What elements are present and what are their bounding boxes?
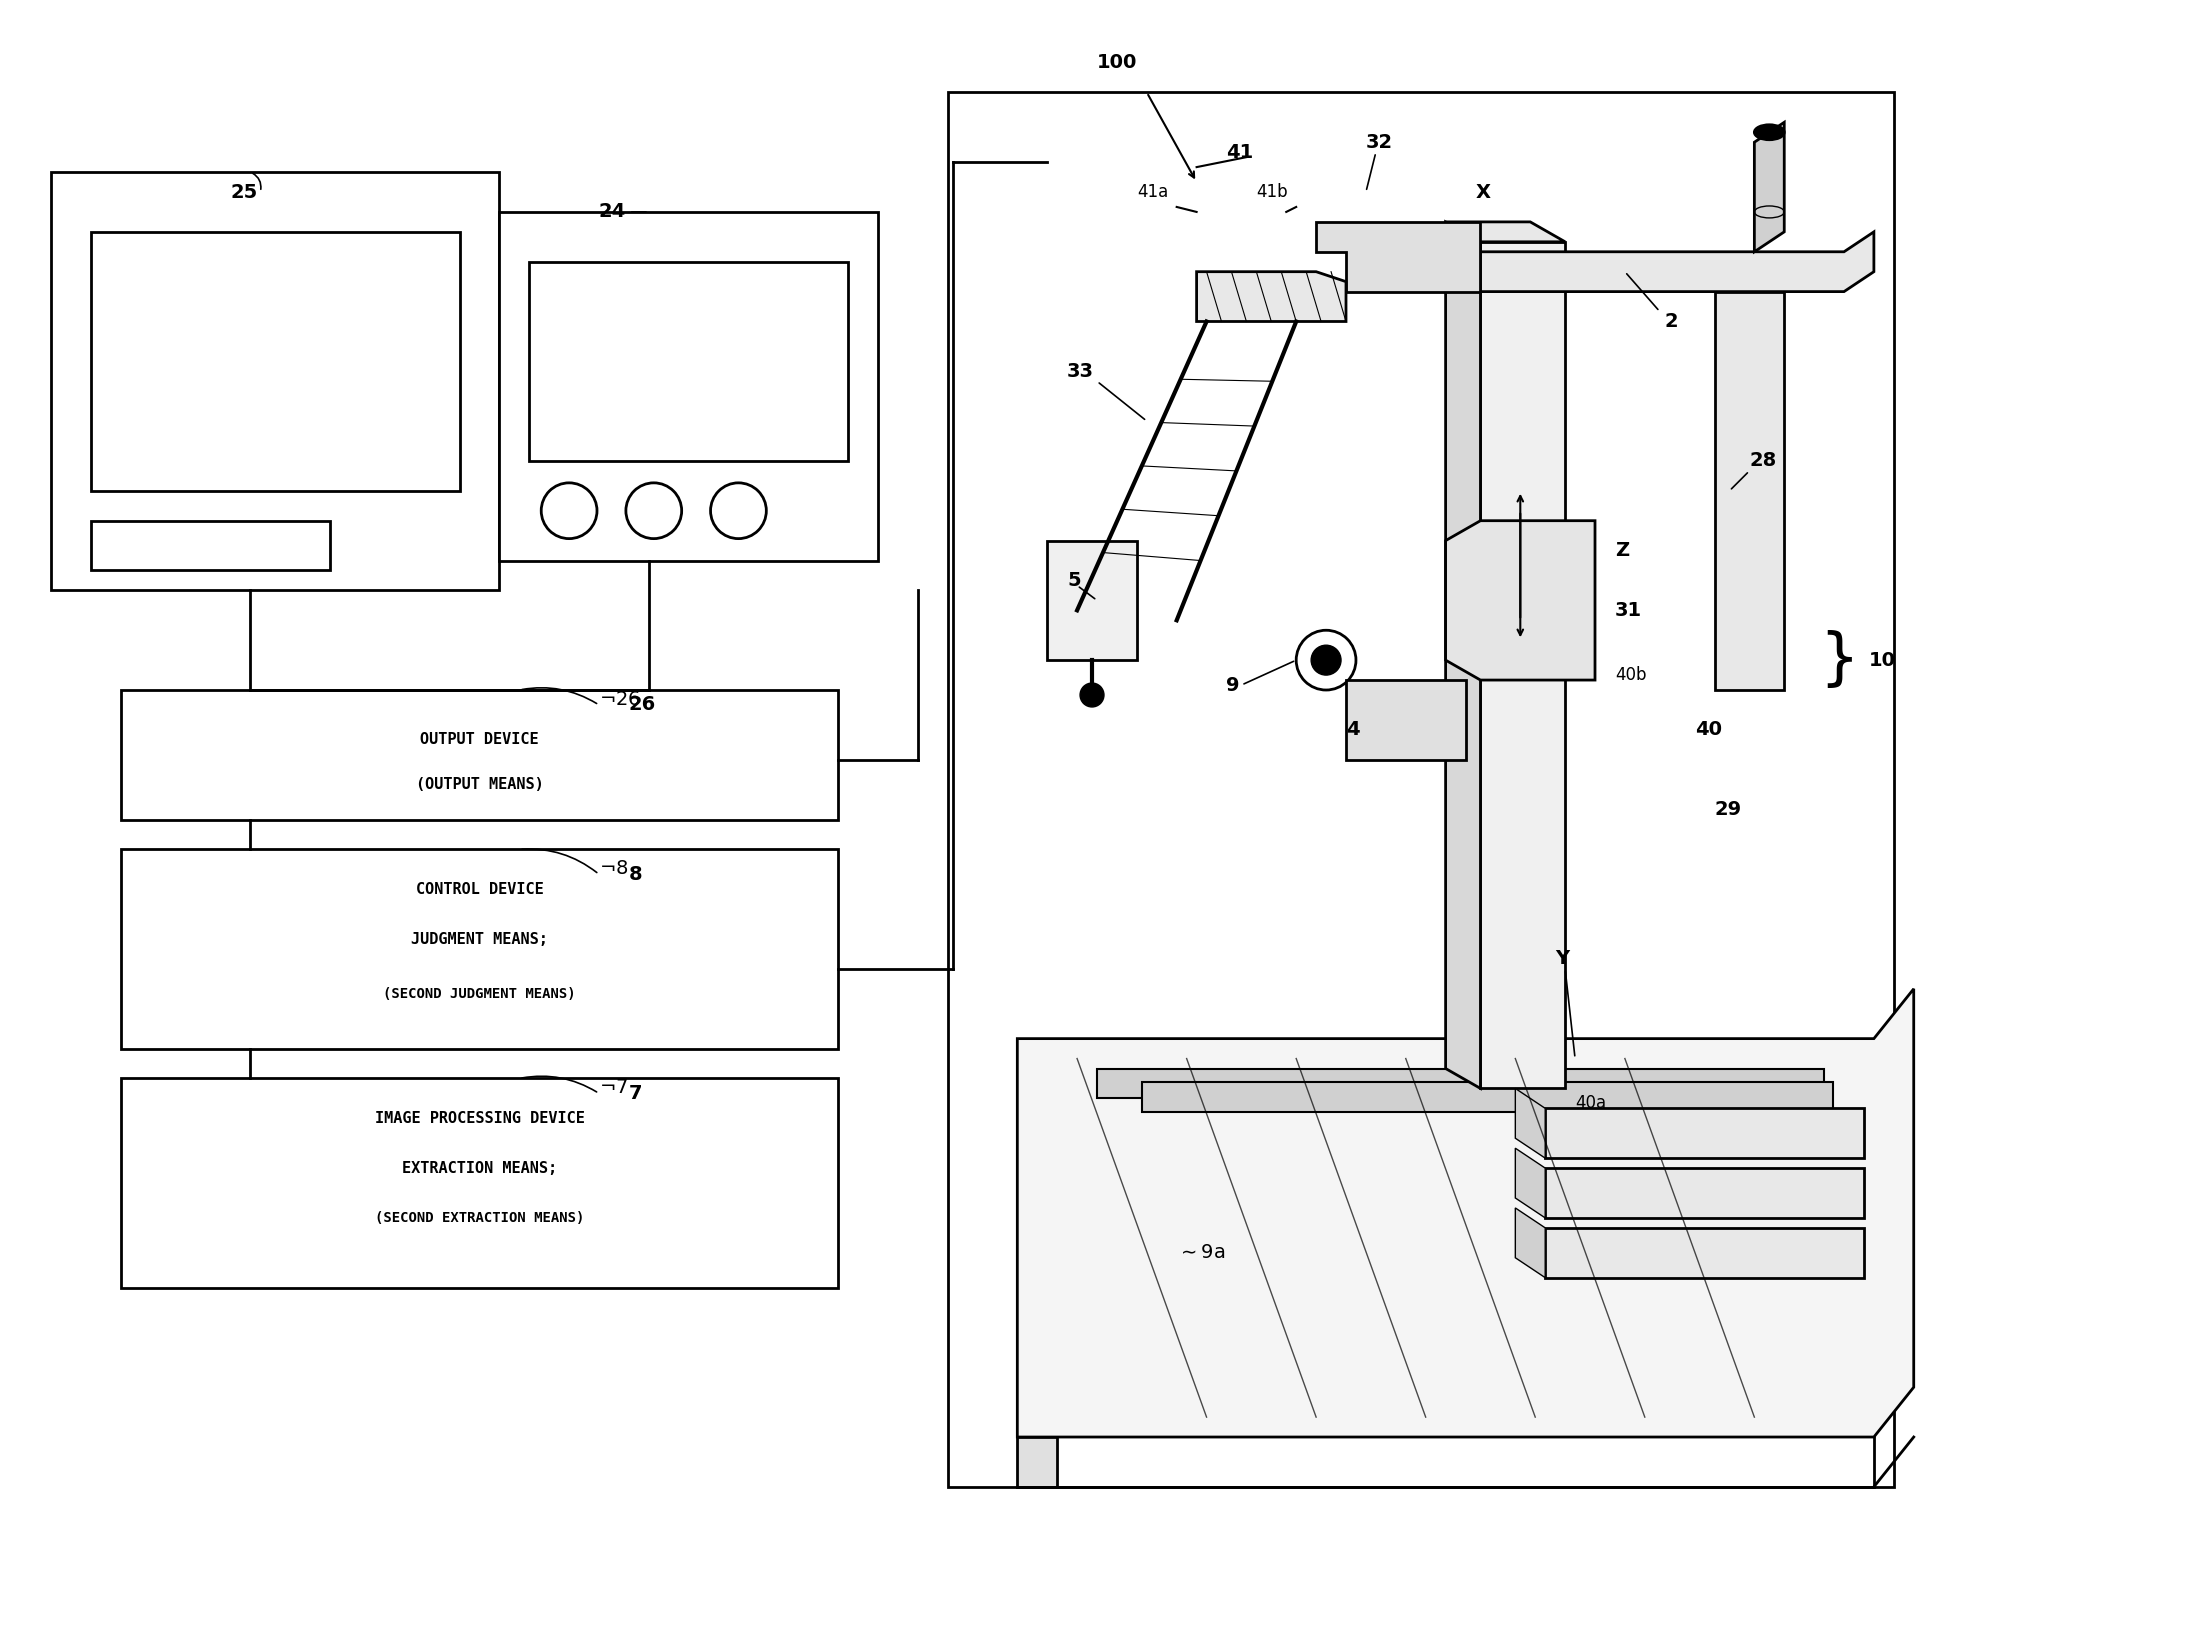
Text: EXTRACTION MEANS;: EXTRACTION MEANS; <box>402 1160 557 1175</box>
Text: (OUTPUT MEANS): (OUTPUT MEANS) <box>415 777 544 792</box>
Bar <box>121 1078 838 1288</box>
Text: 40b: 40b <box>1615 665 1646 683</box>
Bar <box>50 172 500 590</box>
Polygon shape <box>1516 1208 1545 1278</box>
Text: 29: 29 <box>1714 800 1742 820</box>
Text: IMAGE PROCESSING DEVICE: IMAGE PROCESSING DEVICE <box>375 1111 584 1126</box>
Bar <box>90 521 329 570</box>
Polygon shape <box>1446 221 1564 243</box>
Bar <box>1545 1169 1865 1218</box>
Text: 32: 32 <box>1367 133 1393 152</box>
Text: 41b: 41b <box>1257 184 1288 202</box>
Text: 9: 9 <box>1226 675 1240 695</box>
Text: $\neg$7: $\neg$7 <box>599 1078 627 1098</box>
Polygon shape <box>1516 1088 1545 1159</box>
Text: $\neg$26: $\neg$26 <box>599 690 641 710</box>
Bar <box>1481 243 1564 1088</box>
Bar <box>1545 1108 1865 1159</box>
Text: 33: 33 <box>1066 362 1095 380</box>
Text: JUDGMENT MEANS;: JUDGMENT MEANS; <box>410 931 548 946</box>
Text: 4: 4 <box>1345 721 1360 739</box>
Circle shape <box>1312 646 1341 675</box>
Polygon shape <box>1446 221 1481 1088</box>
Bar <box>121 849 838 1049</box>
Text: 40a: 40a <box>1575 1095 1606 1113</box>
Text: OUTPUT DEVICE: OUTPUT DEVICE <box>421 733 540 747</box>
Polygon shape <box>1446 521 1595 680</box>
Text: 10: 10 <box>1869 651 1896 670</box>
Text: 7: 7 <box>630 1083 643 1103</box>
Text: (SECOND JUDGMENT MEANS): (SECOND JUDGMENT MEANS) <box>384 987 575 1001</box>
Text: Y: Y <box>1556 949 1569 969</box>
Text: (SECOND EXTRACTION MEANS): (SECOND EXTRACTION MEANS) <box>375 1211 584 1224</box>
Text: 40: 40 <box>1694 721 1722 739</box>
Bar <box>529 262 849 461</box>
Polygon shape <box>1018 988 1913 1437</box>
Text: 100: 100 <box>1097 52 1136 72</box>
Polygon shape <box>1196 272 1345 321</box>
Bar <box>1545 1228 1865 1278</box>
Circle shape <box>1079 683 1104 706</box>
Text: 2: 2 <box>1665 311 1678 331</box>
Polygon shape <box>1481 231 1874 292</box>
Polygon shape <box>1141 1082 1832 1111</box>
Text: 28: 28 <box>1749 451 1777 470</box>
Text: 25: 25 <box>230 182 257 202</box>
Polygon shape <box>1516 1149 1545 1218</box>
Text: $\sim$9a: $\sim$9a <box>1176 1242 1224 1262</box>
Polygon shape <box>1755 123 1784 252</box>
Text: 26: 26 <box>630 695 656 715</box>
Bar <box>948 92 1893 1487</box>
Bar <box>90 231 459 490</box>
Text: CONTROL DEVICE: CONTROL DEVICE <box>415 882 544 897</box>
Ellipse shape <box>1755 125 1784 139</box>
Bar <box>1714 292 1784 690</box>
Polygon shape <box>1316 221 1481 292</box>
Bar <box>121 690 838 820</box>
Text: 8: 8 <box>630 865 643 883</box>
Polygon shape <box>1018 1437 1058 1487</box>
Text: X: X <box>1477 182 1490 202</box>
Text: 41: 41 <box>1226 143 1253 162</box>
Text: $\neg$8: $\neg$8 <box>599 859 627 879</box>
Text: 24: 24 <box>599 203 625 221</box>
Text: 5: 5 <box>1066 570 1082 590</box>
Bar <box>500 211 878 561</box>
Bar <box>1345 680 1466 760</box>
Text: 41a: 41a <box>1136 184 1167 202</box>
Text: }: } <box>1821 629 1858 690</box>
Text: 31: 31 <box>1615 602 1641 620</box>
Polygon shape <box>1097 1069 1823 1098</box>
Bar <box>1047 541 1136 661</box>
Text: Z: Z <box>1615 541 1630 561</box>
